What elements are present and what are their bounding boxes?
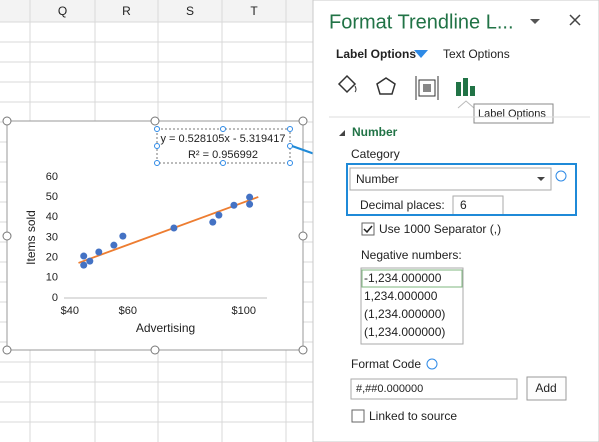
column-header: T [250,4,258,18]
column-header-bar [0,0,313,22]
point [209,218,217,226]
negative-option[interactable]: (1,234.000000) [364,325,445,339]
category-dropdown[interactable] [349,167,552,191]
point [230,201,238,209]
separator-checkbox[interactable] [361,222,375,236]
tooltip-text: Label Options [478,108,546,120]
decimal-value: 6 [460,198,467,212]
tab-dropdown[interactable] [414,50,428,58]
point [170,224,178,232]
negative-option[interactable]: (1,234.000000) [364,307,445,321]
pane-menu[interactable] [530,19,540,24]
point [95,248,103,256]
point [246,193,254,201]
chart-handle[interactable] [150,116,160,126]
point [80,261,88,269]
info-icon[interactable] [426,358,438,370]
label-handle [287,126,293,132]
point [110,241,118,249]
label-handle [287,143,293,149]
column-header: R [122,4,131,18]
column-header: S [186,4,194,18]
point [86,257,94,265]
label-handle [220,160,226,166]
collapse-icon[interactable] [339,130,345,136]
highlight-box [346,163,577,216]
decimal-label: Decimal places: [360,198,445,212]
chart-handle[interactable] [298,116,308,126]
chart-handle[interactable] [150,345,160,355]
x-tick-label: $60 [119,305,137,317]
y-tick-label: 60 [46,171,58,183]
pane-title: Format Trendline L... [329,11,514,33]
trendline [78,196,259,264]
point [246,200,254,208]
tab-label-options[interactable]: Label Options [336,47,416,61]
chart-handle[interactable] [2,345,12,355]
label-handle [154,126,160,132]
category-value: Number [356,172,399,186]
y-tick-label: 0 [52,292,58,304]
x-axis-title: Advertising [136,321,195,335]
y-tick-label: 40 [46,211,58,223]
chart-handle[interactable] [298,231,308,241]
icon-label-options[interactable] [456,78,475,96]
section-title[interactable]: Number [352,125,398,139]
trendline-label: R² = 0.956992 [188,149,258,161]
format-code-value: #,##0.000000 [356,383,423,395]
y-tick-label: 10 [46,272,58,284]
label-handle [154,143,160,149]
point [119,232,127,240]
chart-handle[interactable] [2,231,12,241]
y-tick-label: 20 [46,252,58,264]
chart-handle[interactable] [2,116,12,126]
trendline-label: y = 0.528105x - 5.319417 [160,133,285,145]
point [215,211,223,219]
tooltip [473,103,554,124]
label-handle [154,160,160,166]
format-pane [312,0,599,442]
dropdown-arrow [537,177,545,181]
icon-effects[interactable] [376,77,396,95]
negative-label: Negative numbers: [361,248,462,262]
y-tick-label: 30 [46,231,58,243]
add-button-label: Add [535,381,556,395]
icon-fill[interactable] [337,74,357,94]
label-handle [220,126,226,132]
icon-size[interactable] [415,76,439,100]
linked-label: Linked to source [369,409,457,423]
linked-checkbox[interactable] [351,409,365,423]
info-icon[interactable] [555,170,567,182]
separator-label: Use 1000 Separator (,) [379,222,501,236]
format-code-input[interactable] [350,378,518,400]
tab-text-options[interactable]: Text Options [443,47,510,61]
close-button[interactable] [569,14,581,26]
column-header: Q [58,4,67,18]
chart: 0 10 20 30 40 50 60 $40 $60 $100 Advertising Items … [2,116,346,355]
chart-handle[interactable] [298,345,308,355]
point [80,252,88,260]
negative-option[interactable]: 1,234.000000 [364,289,438,303]
add-button[interactable] [526,376,567,401]
format-code-label: Format Code [351,357,421,371]
label-handle [287,160,293,166]
selected-option [361,269,463,288]
x-tick-label: $40 [61,305,79,317]
y-tick-label: 50 [46,191,58,203]
negative-option[interactable]: -1,234.000000 [364,271,442,285]
trendline-label-box [156,128,291,164]
x-tick-label: $100 [232,305,256,317]
category-label: Category [351,147,400,161]
y-axis-title: Items sold [24,210,38,265]
icon-pointer [457,100,475,109]
checkmark [363,225,373,234]
negative-options: -1,234.000000 1,234.000000 (1,234.000000) (… [364,271,445,339]
negative-list[interactable] [360,267,464,345]
